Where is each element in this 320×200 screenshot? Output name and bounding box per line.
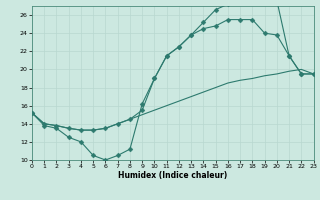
X-axis label: Humidex (Indice chaleur): Humidex (Indice chaleur) — [118, 171, 228, 180]
